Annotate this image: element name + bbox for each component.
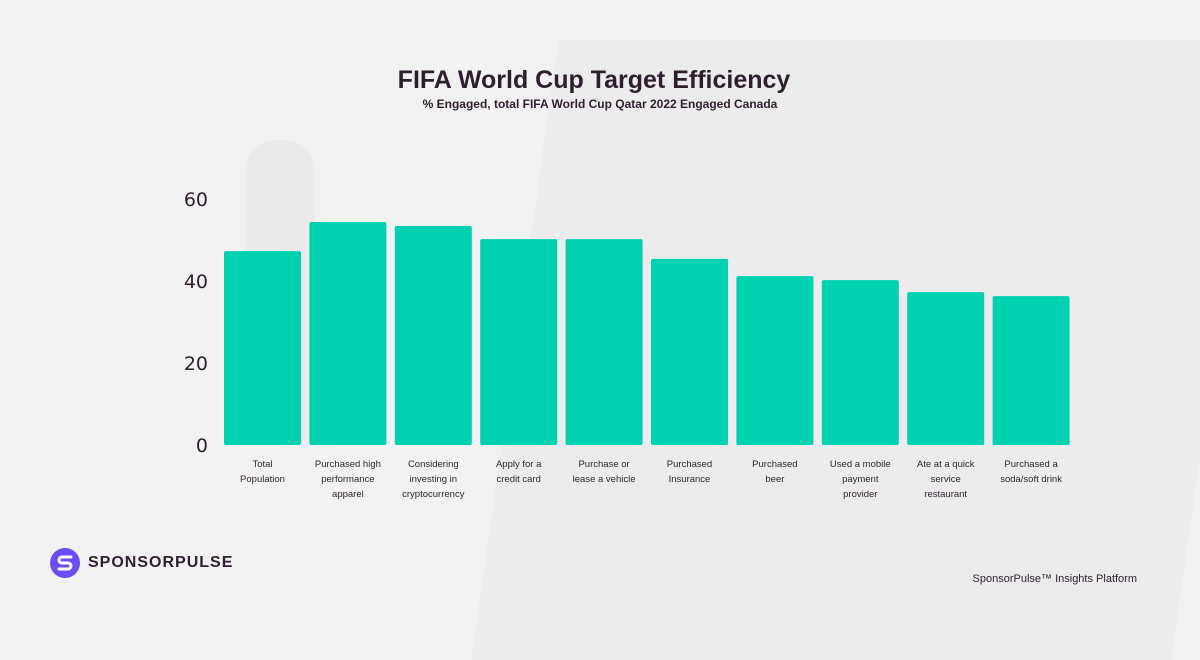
bar	[736, 276, 814, 445]
sponsorpulse-logo: SPONSORPULSE	[50, 548, 233, 578]
x-tick-label: Total Population	[240, 459, 285, 485]
y-tick-label: 40	[184, 271, 208, 293]
bar	[992, 296, 1070, 445]
x-tick-label: Purchased a soda/soft drink	[1000, 459, 1062, 485]
y-tick-label: 60	[184, 189, 208, 211]
brand-name: SPONSORPULSE	[88, 554, 234, 571]
y-tick-label: 20	[184, 353, 208, 375]
x-tick-label: Purchase or lease a vehicle	[572, 459, 636, 485]
chart-subtitle: % Engaged, total FIFA World Cup Qatar 20…	[422, 97, 778, 111]
chart-title: FIFA World Cup Target Efficiency	[397, 66, 791, 94]
bar	[224, 251, 301, 445]
x-tick-label: Considering investing in cryptocurrency	[402, 459, 465, 500]
bar	[821, 280, 899, 445]
bar	[480, 239, 558, 445]
x-tick-label: Ate at a quick service restaurant	[916, 459, 975, 500]
bar	[651, 258, 728, 445]
bar	[565, 239, 643, 445]
x-tick-label: Purchased high performance apparel	[314, 459, 381, 500]
footer-text: SponsorPulse™ Insights Platform	[972, 573, 1137, 585]
x-tick-label: Apply for a credit card	[495, 459, 542, 485]
bar	[309, 221, 387, 445]
y-tick-label: 0	[196, 435, 208, 457]
x-tick-label: Used a mobile payment provider	[829, 459, 891, 500]
logo-icon	[50, 548, 80, 578]
x-tick-label: Purchased Insurance	[666, 459, 713, 485]
bar-chart: 0 20 40 60	[184, 189, 1070, 457]
bar	[394, 226, 472, 445]
x-tick-label: Purchased beer	[752, 459, 798, 485]
bar	[907, 292, 985, 445]
